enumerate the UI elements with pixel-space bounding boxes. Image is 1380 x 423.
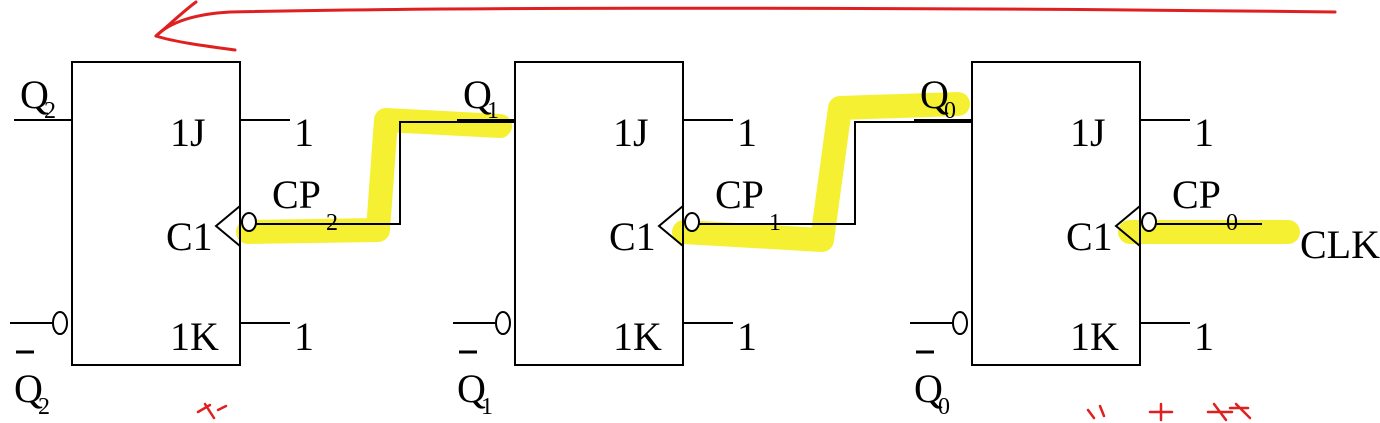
- k-const-label: 1: [294, 314, 314, 359]
- q-label: Q: [920, 72, 949, 117]
- clock-triangle: [214, 205, 241, 247]
- highlight-cp1-path: [672, 92, 970, 252]
- j-pin-label: 1J: [170, 110, 206, 155]
- clock-feed-wire: [256, 121, 515, 225]
- clock-feed-wire: [699, 121, 972, 225]
- arrow-head: [154, 34, 237, 52]
- c-pin-label: C1: [609, 214, 656, 259]
- qbar-bubble: [495, 311, 511, 335]
- handwritten-marks: [196, 402, 1252, 422]
- qbar-bubble: [952, 311, 968, 335]
- q-subscript: 1: [487, 98, 499, 124]
- arrow-head-top: [154, 0, 198, 38]
- q-subscript: 2: [44, 98, 56, 124]
- qbar-label: Q: [457, 366, 486, 411]
- flip-flop-box: [514, 61, 684, 366]
- flip-flop-box: [71, 61, 241, 366]
- j-const-label: 1: [737, 110, 757, 155]
- clock-triangle: [657, 205, 684, 247]
- k-const-label: 1: [737, 314, 757, 359]
- qbar-subscript: 1: [481, 394, 493, 420]
- k-pin-label: 1K: [170, 314, 219, 359]
- q-label: Q: [463, 72, 492, 117]
- cp-label: CP: [1172, 172, 1221, 217]
- qbar-label: Q: [14, 366, 43, 411]
- clk-label: CLK: [1300, 222, 1380, 267]
- highlight-strokes: [236, 92, 1300, 252]
- clock-triangle: [1114, 205, 1141, 247]
- clock-bubble: [1141, 212, 1157, 232]
- qbar-subscript: 2: [38, 394, 50, 420]
- cp-label: CP: [272, 172, 321, 217]
- arrow-curve: [154, 6, 1337, 38]
- qbar-label: Q: [914, 366, 943, 411]
- q-label: Q: [20, 72, 49, 117]
- annotation-arrow: [154, 0, 1337, 52]
- k-const-label: 1: [1194, 314, 1214, 359]
- c-pin-label: C1: [166, 214, 213, 259]
- q-subscript: 0: [944, 98, 956, 124]
- c-pin-label: C1: [1066, 214, 1113, 259]
- j-pin-label: 1J: [1070, 110, 1106, 155]
- j-const-label: 1: [294, 110, 314, 155]
- k-pin-label: 1K: [613, 314, 662, 359]
- j-const-label: 1: [1194, 110, 1214, 155]
- clock-bubble: [241, 212, 257, 232]
- k-pin-label: 1K: [1070, 314, 1119, 359]
- j-pin-label: 1J: [613, 110, 649, 155]
- flip-flop-box: [971, 61, 1141, 366]
- cp-label: CP: [715, 172, 764, 217]
- clock-bubble: [684, 212, 700, 232]
- qbar-subscript: 0: [938, 394, 950, 420]
- qbar-bubble: [52, 311, 68, 335]
